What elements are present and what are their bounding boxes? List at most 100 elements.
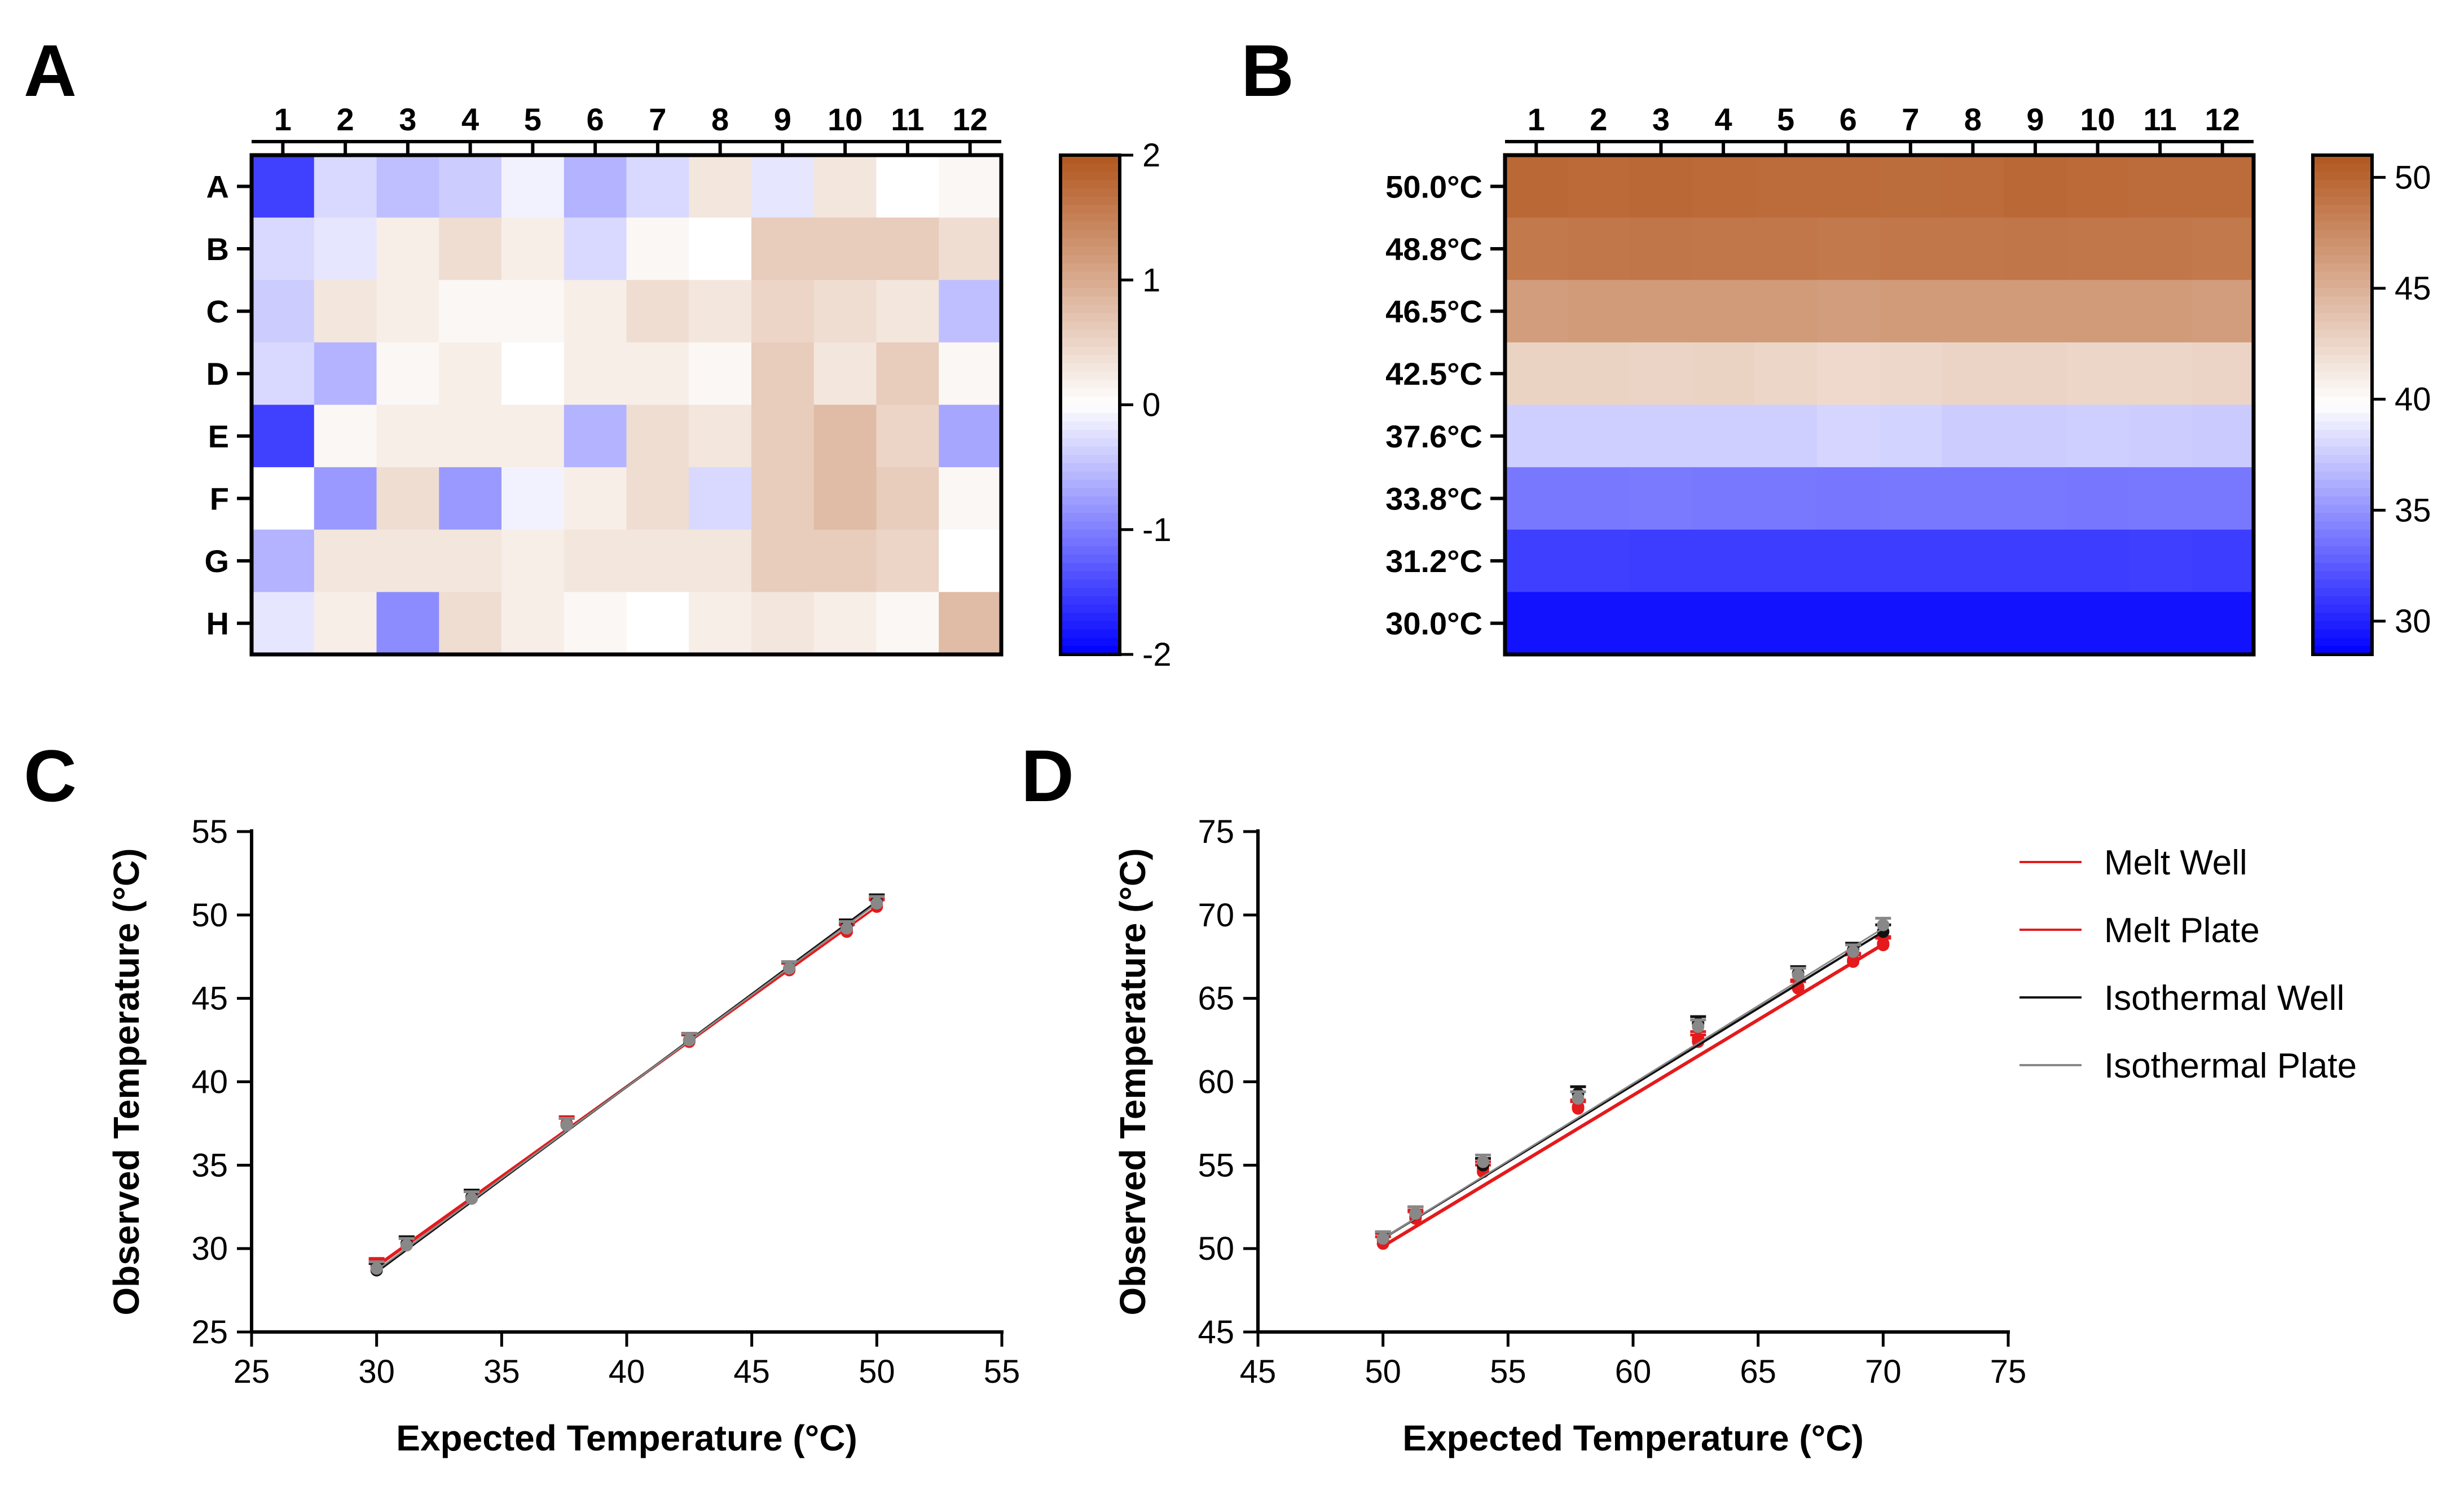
heatmap-cell [376, 592, 439, 655]
heatmap-cell [2191, 155, 2254, 218]
colorbar-segment [2313, 346, 2372, 355]
colorbar-segment [2313, 646, 2372, 655]
heatmap-cell [1567, 155, 1630, 218]
heatmap-cell [1567, 342, 1630, 406]
colorbar-segment [2313, 604, 2372, 613]
heatmap-cell [1879, 342, 1942, 406]
column-label: 5 [1777, 102, 1794, 137]
y-tick-label: 50 [191, 897, 228, 934]
heatmap-cell [751, 529, 815, 592]
row-label: 42.5°C [1385, 356, 1482, 392]
row-label: H [206, 606, 229, 641]
heatmap-cell [1754, 467, 1818, 530]
colorbar-label: 0 [1142, 387, 1160, 424]
heatmap-cell [2066, 467, 2129, 530]
colorbar-label: 2 [1142, 137, 1160, 174]
colorbar-segment [2313, 538, 2372, 547]
heatmap-cell [626, 529, 689, 592]
heatmap-cell [689, 592, 752, 655]
x-tick-label: 70 [1865, 1353, 1902, 1390]
colorbar-segment [1061, 621, 1120, 630]
heatmap-cell [2128, 529, 2192, 592]
heatmap-cell [1754, 280, 1818, 343]
y-tick-label: 45 [191, 981, 228, 1017]
row-label: 48.8°C [1385, 231, 1482, 267]
heatmap-cell [501, 280, 565, 343]
x-tick-label: 50 [1365, 1353, 1401, 1390]
colorbar-segment [1061, 247, 1120, 256]
heatmap-cell [314, 467, 377, 530]
row-label: 46.5°C [1385, 294, 1482, 329]
heatmap-cell [626, 280, 689, 343]
colorbar-segment [2313, 588, 2372, 597]
colorbar-label: 1 [1142, 262, 1160, 298]
heatmap-cell [1816, 217, 1880, 280]
heatmap-cell [439, 155, 502, 218]
heatmap-cell [1692, 342, 1755, 406]
colorbar-segment [2313, 288, 2372, 297]
heatmap-cell [876, 592, 939, 655]
heatmap-cell [501, 342, 565, 406]
heatmap-cell [1505, 155, 1568, 218]
heatmap-cell [376, 529, 439, 592]
data-point-isothermal-plate [1792, 969, 1805, 982]
heatmap-cell [1942, 529, 2005, 592]
colorbar-segment [2313, 222, 2372, 231]
colorbar-segment [2313, 322, 2372, 331]
data-point-isothermal-plate [1572, 1092, 1585, 1105]
colorbar-segment [2313, 521, 2372, 530]
colorbar-segment [1061, 222, 1120, 231]
heatmap-cell [1567, 280, 1630, 343]
heatmap-cell [564, 217, 627, 280]
colorbar-segment [1061, 571, 1120, 580]
heatmap-cell [689, 342, 752, 406]
y-tick-label: 55 [191, 814, 228, 850]
heatmap-cell [439, 405, 502, 468]
row-label: 37.6°C [1385, 419, 1482, 454]
colorbar-segment [1061, 471, 1120, 480]
colorbar-segment [2313, 513, 2372, 522]
heatmap-cell [2128, 155, 2192, 218]
heatmap-cell [751, 280, 815, 343]
fit-line-isothermal-plate [1382, 927, 1884, 1239]
colorbar-segment [1061, 446, 1120, 455]
heatmap-cell [1567, 405, 1630, 468]
heatmap-cell [314, 217, 377, 280]
colorbar-segment [1061, 588, 1120, 597]
colorbar-label: -2 [1142, 636, 1172, 673]
heatmap-cell [1630, 592, 1693, 655]
heatmap-cell [751, 217, 815, 280]
heatmap-cell [876, 342, 939, 406]
column-label: 1 [274, 102, 292, 137]
heatmap-cell [2128, 405, 2192, 468]
column-label: 2 [1590, 102, 1607, 137]
y-tick-label: 75 [1198, 814, 1234, 850]
x-tick-label: 60 [1615, 1353, 1652, 1390]
colorbar-segment [2313, 313, 2372, 322]
heatmap-cell [2191, 467, 2254, 530]
colorbar-segment [1061, 338, 1120, 347]
colorbar-segment [1061, 546, 1120, 555]
column-label: 9 [774, 102, 791, 137]
heatmap-cell [2066, 217, 2129, 280]
heatmap-b: 1 2 3 4 5 6 7 8 9 10 11 1250.0°C48.8°C46.5°C42.5°C3… [1385, 102, 2431, 657]
colorbar-segment [2313, 579, 2372, 588]
heatmap-cell [1505, 280, 1568, 343]
row-label: B [206, 231, 229, 267]
heatmap-cell [1692, 280, 1755, 343]
colorbar-segment [1061, 388, 1120, 397]
column-label: 12 [952, 102, 987, 137]
colorbar-segment [2313, 213, 2372, 222]
heatmap-cell [876, 529, 939, 592]
legend-label-isothermal-plate: Isothermal Plate [2104, 1047, 2357, 1085]
colorbar-segment [1061, 513, 1120, 522]
colorbar-segment [1061, 438, 1120, 447]
heatmap-cell [1630, 155, 1693, 218]
heatmap-cell [689, 405, 752, 468]
heatmap-cell [2004, 217, 2067, 280]
data-point-isothermal-plate [370, 1262, 383, 1275]
heatmap-cell [314, 529, 377, 592]
colorbar-segment [2313, 571, 2372, 580]
heatmap-cell [751, 592, 815, 655]
